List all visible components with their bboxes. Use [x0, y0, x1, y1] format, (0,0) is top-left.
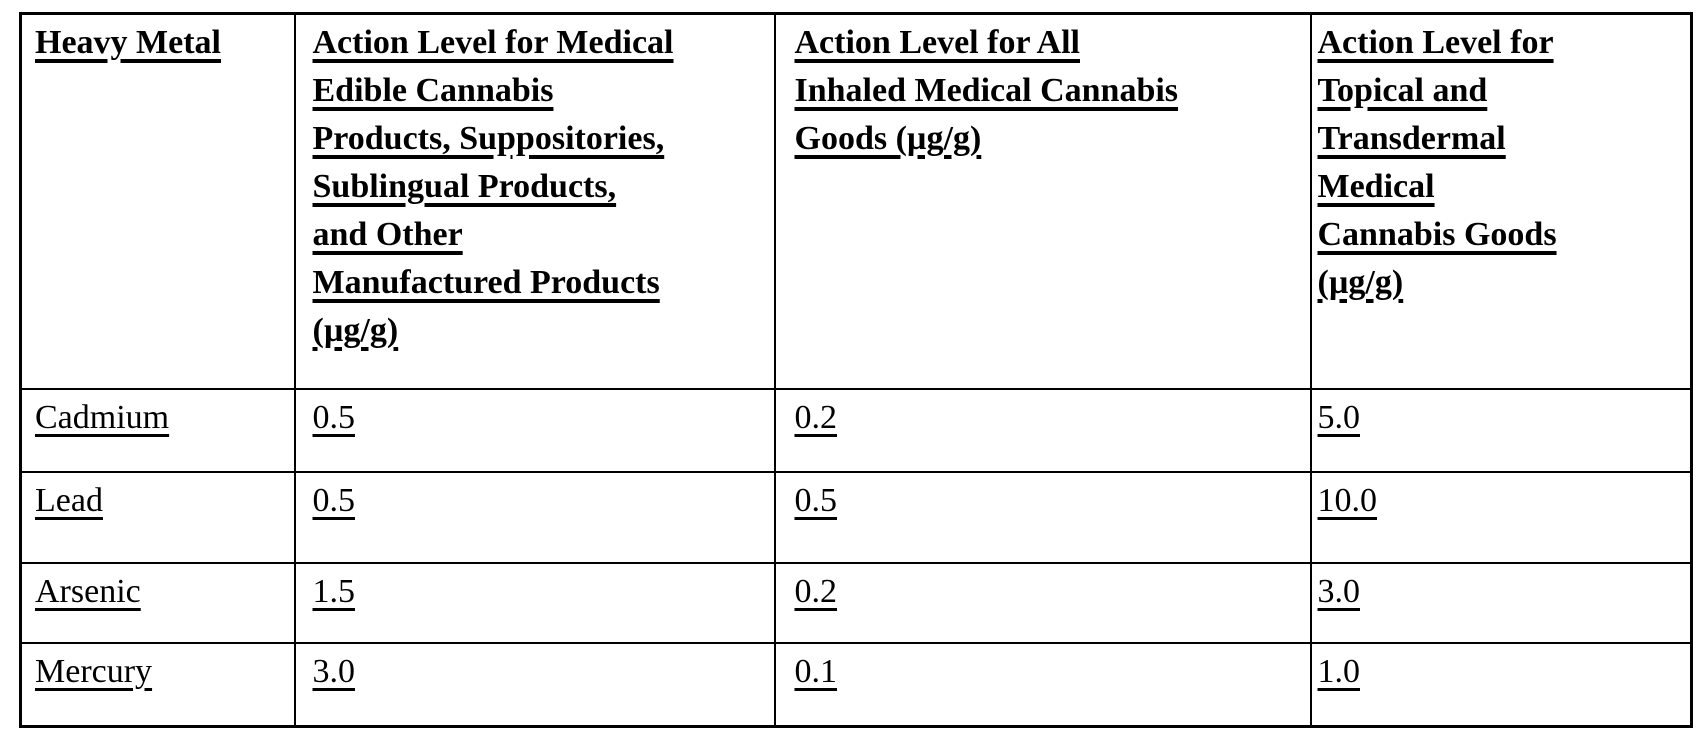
header-line: Action Level for Medical	[312, 24, 674, 61]
header-cell-edible-products: Action Level for Medical Edible Cannabis…	[293, 12, 776, 390]
header-cell-topical-transdermal: Action Level for Topical and Transdermal…	[1309, 12, 1693, 390]
table-header-row: Heavy Metal Action Level for Medical Edi…	[19, 12, 1693, 390]
metal-name-text: Lead	[35, 481, 103, 519]
table-row-mercury: Mercury 3.0 0.1 1.0	[19, 641, 1693, 728]
header-line: and Other	[312, 216, 463, 253]
topical-value-text: 5.0	[1317, 398, 1361, 436]
cell-metal-name: Lead	[19, 470, 296, 564]
edible-value-text: 0.5	[312, 481, 356, 519]
header-line: (µg/g)	[1317, 264, 1404, 301]
header-line: (µg/g)	[312, 312, 399, 349]
header-line: Cannabis Goods	[1317, 216, 1557, 253]
cell-inhaled-value: 0.2	[773, 387, 1312, 473]
cell-metal-name: Mercury	[19, 641, 296, 728]
header-line: Manufactured Products	[312, 264, 660, 301]
table-row-arsenic: Arsenic 1.5 0.2 3.0	[19, 561, 1693, 644]
cell-metal-name: Arsenic	[19, 561, 296, 644]
header-line: Goods (µg/g)	[794, 120, 982, 157]
cell-edible-value: 0.5	[293, 470, 776, 564]
header-line: Products, Suppositories,	[312, 120, 665, 157]
header-cell-inhaled-goods: Action Level for All Inhaled Medical Can…	[773, 12, 1312, 390]
cell-topical-value: 1.0	[1309, 641, 1693, 728]
header-line: Edible Cannabis	[312, 72, 554, 109]
metal-name-text: Cadmium	[35, 398, 170, 436]
cell-inhaled-value: 0.5	[773, 470, 1312, 564]
cell-edible-value: 1.5	[293, 561, 776, 644]
header-line: Action Level for	[1317, 24, 1554, 61]
cell-topical-value: 10.0	[1309, 470, 1693, 564]
cell-edible-value: 3.0	[293, 641, 776, 728]
edible-value-text: 1.5	[312, 572, 356, 610]
header-line: Medical	[1317, 168, 1435, 205]
cell-topical-value: 3.0	[1309, 561, 1693, 644]
header-line: Transdermal	[1317, 120, 1506, 157]
inhaled-value-text: 0.2	[794, 398, 838, 436]
edible-value-text: 0.5	[312, 398, 356, 436]
cell-inhaled-value: 0.1	[773, 641, 1312, 728]
header-line: Inhaled Medical Cannabis	[794, 72, 1179, 109]
edible-value-text: 3.0	[312, 652, 356, 690]
header-cell-heavy-metal: Heavy Metal	[19, 12, 296, 390]
header-line: Topical and	[1317, 72, 1488, 109]
topical-value-text: 3.0	[1317, 572, 1361, 610]
table-row-cadmium: Cadmium 0.5 0.2 5.0	[19, 387, 1693, 473]
cell-edible-value: 0.5	[293, 387, 776, 473]
metal-name-text: Arsenic	[35, 572, 141, 610]
cell-topical-value: 5.0	[1309, 387, 1693, 473]
topical-value-text: 10.0	[1317, 481, 1378, 519]
header-line: Action Level for All	[794, 24, 1081, 61]
inhaled-value-text: 0.5	[794, 481, 838, 519]
header-line: Sublingual Products,	[312, 168, 617, 205]
heavy-metals-action-levels-table: Heavy Metal Action Level for Medical Edi…	[19, 12, 1693, 728]
topical-value-text: 1.0	[1317, 652, 1361, 690]
cell-metal-name: Cadmium	[19, 387, 296, 473]
table-row-lead: Lead 0.5 0.5 10.0	[19, 470, 1693, 564]
header-line: Heavy Metal	[35, 24, 221, 61]
metal-name-text: Mercury	[35, 652, 153, 690]
inhaled-value-text: 0.2	[794, 572, 838, 610]
inhaled-value-text: 0.1	[794, 652, 838, 690]
cell-inhaled-value: 0.2	[773, 561, 1312, 644]
